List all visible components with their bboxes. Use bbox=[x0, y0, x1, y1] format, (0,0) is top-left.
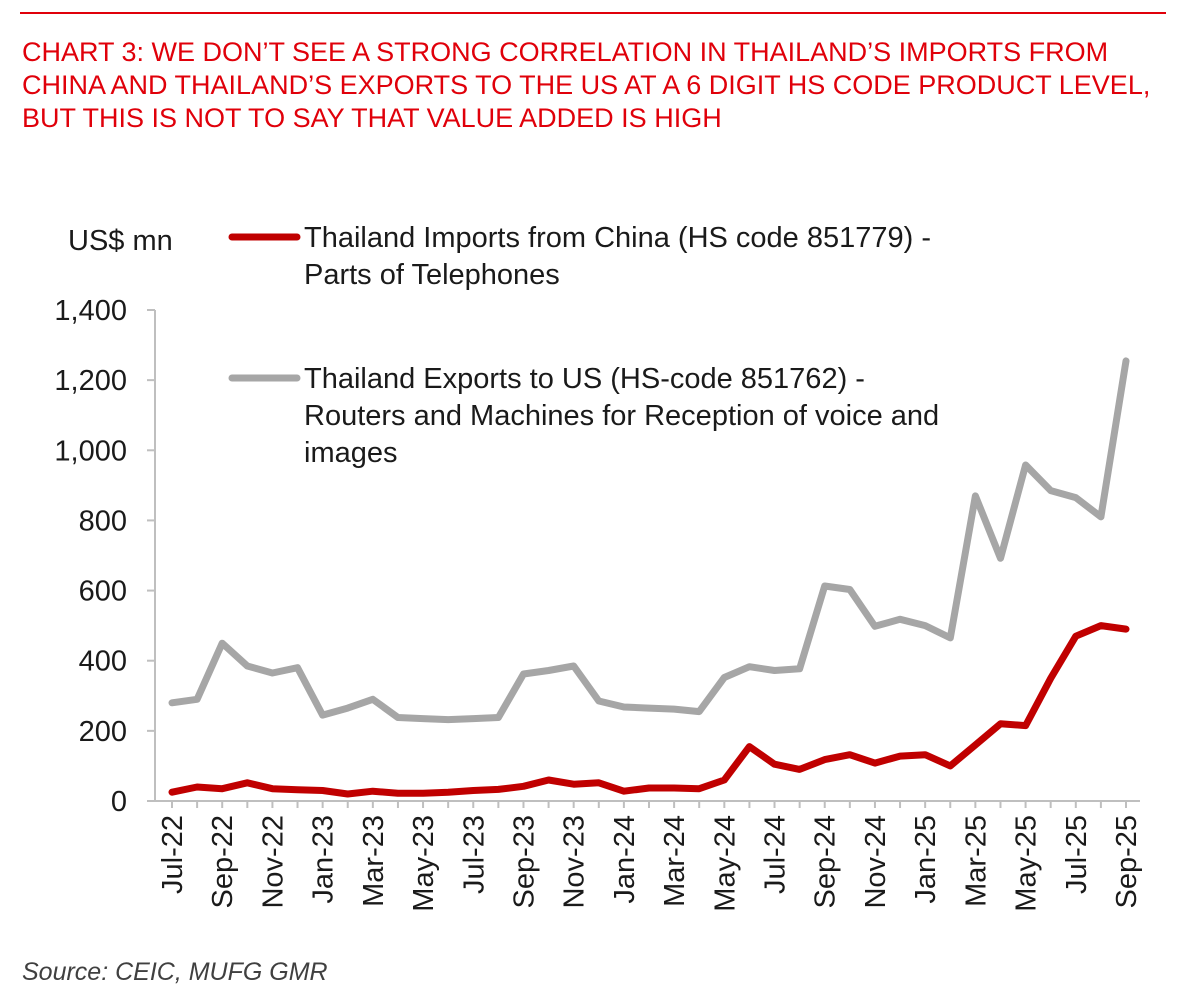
x-tick-label: Mar-24 bbox=[659, 815, 691, 907]
x-tick-label: Jan-25 bbox=[910, 815, 942, 904]
x-tick-label: Jul-24 bbox=[760, 815, 792, 894]
legend-label-imports: Thailand Imports from China (HS code 851… bbox=[304, 222, 931, 254]
y-tick-label: 600 bbox=[79, 576, 127, 608]
y-tick-label: 400 bbox=[79, 646, 127, 678]
x-tick-label: Nov-22 bbox=[257, 815, 289, 909]
x-tick-label: Mar-25 bbox=[960, 815, 992, 907]
chart-title: CHART 3: WE DON’T SEE A STRONG CORRELATI… bbox=[22, 37, 1151, 133]
title-rule bbox=[20, 12, 1166, 14]
series-line-exports-to-us bbox=[168, 357, 1130, 724]
y-tick-label: 800 bbox=[79, 505, 127, 537]
y-tick-label: 1,400 bbox=[54, 295, 127, 327]
legend: Thailand Imports from China (HS code 851… bbox=[228, 222, 939, 469]
legend-label-imports: Parts of Telephones bbox=[304, 259, 560, 291]
x-tick-label: Jan-24 bbox=[609, 815, 641, 904]
y-tick-label: 1,000 bbox=[54, 435, 127, 467]
x-tick-label: Nov-23 bbox=[559, 815, 591, 909]
series-line-imports-from-china bbox=[168, 622, 1130, 798]
x-tick-label: Jul-23 bbox=[458, 815, 490, 894]
x-tick-label: Sep-23 bbox=[508, 815, 540, 909]
y-axis-unit-label: US$ mn bbox=[68, 225, 173, 257]
x-tick-label: Jul-22 bbox=[157, 815, 189, 894]
x-tick-label: Sep-25 bbox=[1111, 815, 1143, 909]
y-tick-label: 0 bbox=[111, 786, 127, 818]
y-axis-ticks: 0 200 400 600 800 1,000 1,200 1,400 bbox=[54, 295, 155, 818]
x-tick-label: May-24 bbox=[709, 815, 741, 912]
legend-label-exports: images bbox=[304, 437, 398, 469]
y-tick-label: 200 bbox=[79, 716, 127, 748]
x-tick-label: Sep-24 bbox=[810, 815, 842, 909]
x-tick-label: Sep-22 bbox=[207, 815, 239, 909]
source-note: Source: CEIC, MUFG GMR bbox=[22, 958, 328, 986]
legend-label-exports: Routers and Machines for Reception of vo… bbox=[304, 400, 939, 432]
x-tick-label: Mar-23 bbox=[358, 815, 390, 907]
y-tick-label: 1,200 bbox=[54, 365, 127, 397]
series-layer bbox=[168, 357, 1130, 798]
legend-label-exports: Thailand Exports to US (HS-code 851762) … bbox=[304, 363, 865, 395]
x-tick-label: May-23 bbox=[408, 815, 440, 912]
x-tick-label: Jan-23 bbox=[308, 815, 340, 904]
x-tick-label: Jul-25 bbox=[1061, 815, 1093, 894]
x-tick-label: Nov-24 bbox=[860, 815, 892, 909]
x-tick-label: May-25 bbox=[1011, 815, 1043, 912]
x-axis-ticks: Jul-22 Sep-22 Nov-22 Jan-23 Mar-23 May-23 Jul-… bbox=[157, 801, 1143, 912]
